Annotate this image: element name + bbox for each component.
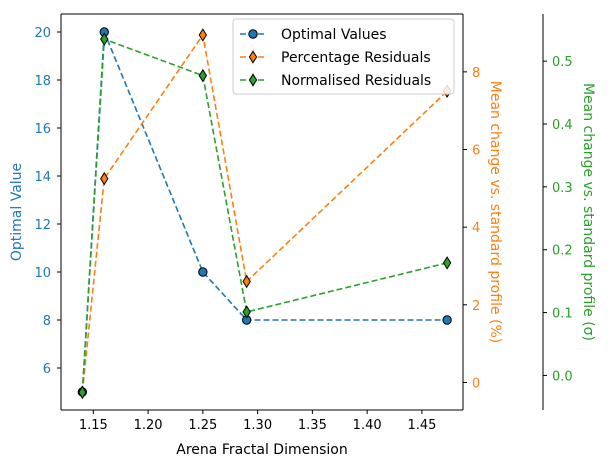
data-point bbox=[100, 171, 109, 186]
right2-tick-label: 0.5 bbox=[552, 55, 573, 70]
legend-label: Normalised Residuals bbox=[281, 73, 431, 89]
left-tick-label: 8 bbox=[43, 314, 51, 329]
data-point bbox=[198, 28, 208, 42]
x-tick-label: 1.45 bbox=[407, 418, 436, 433]
left-tick-label: 12 bbox=[34, 218, 51, 233]
legend-marker bbox=[248, 29, 258, 39]
legend-entry: Normalised Residuals bbox=[240, 73, 431, 89]
series-layer bbox=[77, 27, 452, 400]
right1-tick-label: 0 bbox=[472, 376, 480, 391]
right2-tick-label: 0.4 bbox=[552, 118, 573, 133]
data-point bbox=[78, 385, 87, 400]
legend-entry: Percentage Residuals bbox=[240, 50, 431, 66]
x-tick-label: 1.20 bbox=[134, 418, 163, 433]
legend-label: Optimal Values bbox=[281, 27, 387, 43]
right2-tick-label: 0.1 bbox=[552, 307, 573, 322]
left-tick-label: 20 bbox=[34, 26, 51, 41]
right1-tick-label: 6 bbox=[472, 143, 480, 158]
left-tick-label: 10 bbox=[34, 266, 51, 281]
right2-tick-label: 0.0 bbox=[552, 369, 573, 384]
left-tick-label: 16 bbox=[34, 122, 51, 137]
right2-tick-label: 0.3 bbox=[552, 181, 573, 196]
x-tick-label: 1.35 bbox=[298, 418, 327, 433]
right-axis-percent: 0 2 4 6 8 Mean change vs. standard profile (%… bbox=[463, 66, 503, 391]
data-point bbox=[442, 315, 452, 325]
left-axis: 6 8 10 12 14 16 18 20 Optimal Value bbox=[9, 26, 61, 377]
data-point bbox=[100, 32, 109, 46]
right2-tick-label: 0.2 bbox=[552, 244, 573, 259]
x-tick-label: 1.25 bbox=[188, 418, 217, 433]
legend-label: Percentage Residuals bbox=[281, 50, 431, 66]
left-tick-label: 6 bbox=[43, 362, 51, 377]
x-tick-label: 1.40 bbox=[353, 418, 382, 433]
right1-tick-label: 8 bbox=[472, 66, 480, 81]
right1-axis-label: Mean change vs. standard profile (%) bbox=[487, 81, 503, 344]
data-point bbox=[242, 305, 251, 319]
x-tick-label: 1.15 bbox=[79, 418, 108, 433]
x-tick-label: 1.30 bbox=[243, 418, 272, 433]
left-axis-label: Optimal Value bbox=[9, 163, 25, 261]
legend-marker bbox=[248, 73, 258, 87]
data-point bbox=[242, 274, 251, 289]
data-point bbox=[198, 68, 208, 83]
series-normalised-residuals bbox=[78, 32, 452, 400]
legend-marker bbox=[248, 50, 258, 64]
legend: Optimal Values Percentage Residuals Normal… bbox=[232, 18, 455, 95]
data-point bbox=[198, 267, 208, 277]
legend-box bbox=[232, 18, 455, 95]
left-tick-label: 14 bbox=[34, 170, 51, 185]
data-point bbox=[442, 256, 452, 270]
right1-tick-label: 2 bbox=[472, 299, 480, 314]
right2-axis-label: Mean change vs. standard profile (σ) bbox=[580, 83, 596, 341]
left-tick-label: 18 bbox=[34, 74, 51, 89]
series-line bbox=[81, 31, 448, 393]
right1-tick-label: 4 bbox=[472, 221, 480, 236]
legend-entry: Optimal Values bbox=[240, 27, 387, 43]
x-axis: 1.15 1.20 1.25 1.30 1.35 1.40 1.45 Arena Fracta… bbox=[79, 410, 436, 458]
x-axis-label: Arena Fractal Dimension bbox=[176, 442, 347, 458]
right-axis-sigma: 0.0 0.1 0.2 0.3 0.4 0.5 Mean change vs. standa… bbox=[543, 55, 596, 384]
